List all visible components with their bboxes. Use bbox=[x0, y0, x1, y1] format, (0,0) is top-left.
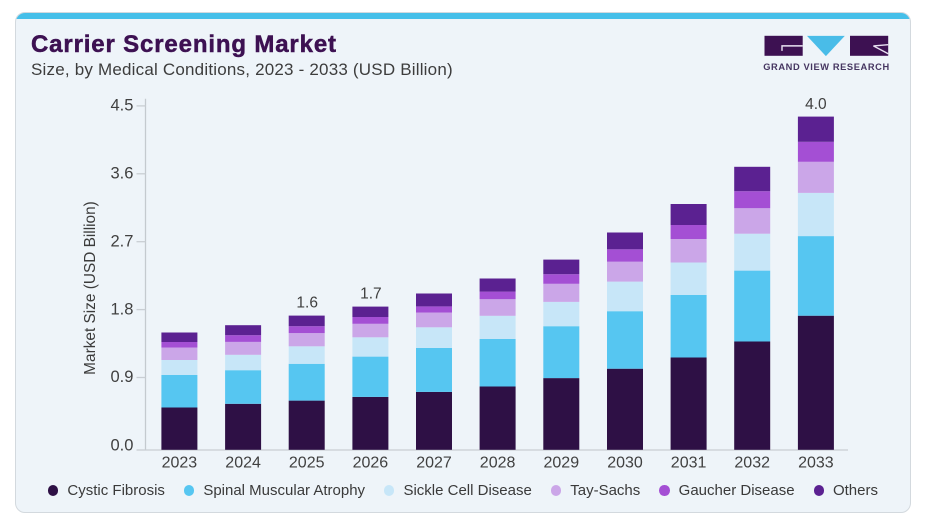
svg-text:2023: 2023 bbox=[162, 455, 198, 472]
svg-text:Market Size (USD Billion): Market Size (USD Billion) bbox=[82, 201, 99, 375]
svg-text:2027: 2027 bbox=[416, 455, 452, 472]
svg-text:0.0: 0.0 bbox=[110, 436, 133, 454]
svg-text:0.9: 0.9 bbox=[110, 368, 133, 386]
svg-text:4.0: 4.0 bbox=[805, 96, 827, 113]
svg-text:2026: 2026 bbox=[353, 455, 389, 472]
svg-text:2032: 2032 bbox=[734, 455, 770, 472]
svg-text:2029: 2029 bbox=[544, 455, 580, 472]
svg-text:1.7: 1.7 bbox=[360, 286, 382, 303]
svg-text:2025: 2025 bbox=[289, 455, 325, 472]
svg-text:4.5: 4.5 bbox=[110, 97, 133, 115]
svg-text:2031: 2031 bbox=[671, 455, 707, 472]
svg-text:3.6: 3.6 bbox=[110, 165, 133, 183]
svg-text:2033: 2033 bbox=[798, 455, 834, 472]
svg-text:2.7: 2.7 bbox=[110, 232, 133, 250]
svg-text:GRAND VIEW RESEARCH: GRAND VIEW RESEARCH bbox=[763, 62, 890, 72]
svg-text:2024: 2024 bbox=[225, 455, 261, 472]
svg-text:2030: 2030 bbox=[607, 455, 643, 472]
svg-text:1.8: 1.8 bbox=[110, 300, 133, 318]
svg-text:2028: 2028 bbox=[480, 455, 516, 472]
svg-text:1.6: 1.6 bbox=[296, 295, 318, 312]
